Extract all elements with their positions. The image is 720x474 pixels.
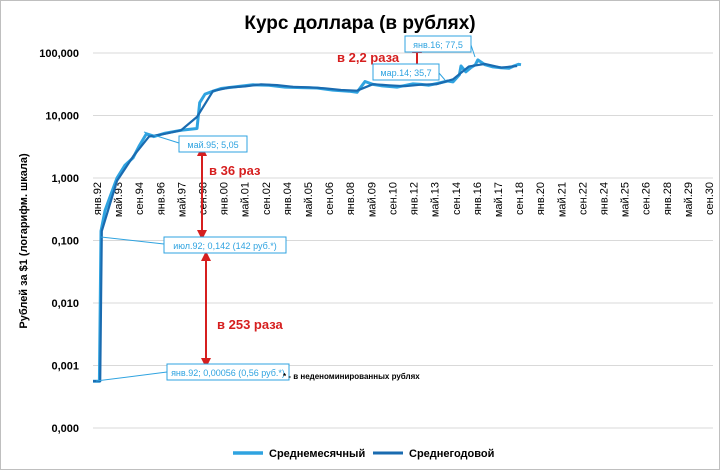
callout-jul92-text: июл.92; 0,142 (142 руб.*) bbox=[173, 241, 277, 251]
legend-label-monthly: Среднемесячный bbox=[269, 448, 365, 460]
x-tick-label: сен.02 bbox=[261, 182, 273, 215]
callout-may95: май.95; 5,05 bbox=[143, 131, 248, 153]
x-tick-label: янв.96 bbox=[155, 182, 167, 215]
y-tick-label: 0,000 bbox=[51, 423, 79, 435]
x-tick-label: май.17 bbox=[493, 182, 505, 217]
x-tick-label: май.09 bbox=[366, 182, 378, 217]
x-tick-label: сен.30 bbox=[704, 182, 716, 215]
x-tick-label: янв.00 bbox=[219, 182, 231, 215]
x-tick-label: янв.16 bbox=[472, 182, 484, 215]
x-axis-ticks: янв.92 май.93 сен.94 янв.96 май.97 сен.98 янв.… bbox=[92, 182, 716, 217]
callout-mar14-text: мар.14; 35,7 bbox=[380, 68, 431, 78]
x-tick-label: янв.24 bbox=[598, 182, 610, 215]
x-tick-label: май.93 bbox=[113, 182, 125, 217]
x-tick-label: сен.14 bbox=[451, 182, 463, 215]
y-tick-label: 100,000 bbox=[39, 48, 79, 60]
x-tick-label: май.97 bbox=[176, 182, 188, 217]
ratio-label-253: в 253 раза bbox=[217, 317, 284, 332]
y-tick-label: 0,010 bbox=[51, 298, 79, 310]
x-tick-label: май.05 bbox=[303, 182, 315, 217]
callout-jul92: июл.92; 0,142 (142 руб.*) bbox=[100, 236, 287, 254]
x-tick-label: сен.22 bbox=[577, 182, 589, 215]
x-tick-label: май.29 bbox=[683, 182, 695, 217]
x-tick-label: янв.92 bbox=[92, 182, 104, 215]
series-line-monthly bbox=[93, 58, 522, 383]
callout-jan92: янв.92; 0,00056 (0,56 руб.*) bbox=[95, 363, 290, 382]
callout-jan92-text: янв.92; 0,00056 (0,56 руб.*) bbox=[171, 368, 285, 378]
chart-title: Курс доллара (в рублях) bbox=[244, 13, 475, 34]
callout-jan16-text: янв.16; 77,5 bbox=[413, 40, 463, 50]
x-tick-label: сен.26 bbox=[641, 182, 653, 215]
legend: Среднемесячный Среднегодовой bbox=[233, 448, 494, 460]
callout-jan16: янв.16; 77,5 bbox=[404, 35, 476, 58]
x-tick-label: сен.18 bbox=[514, 182, 526, 215]
ratio-label-2-2: в 2,2 раза bbox=[337, 50, 400, 65]
x-tick-label: май.21 bbox=[556, 182, 568, 217]
x-tick-label: янв.12 bbox=[409, 182, 421, 215]
callout-may95-text: май.95; 5,05 bbox=[187, 140, 238, 150]
x-tick-label: май.01 bbox=[240, 182, 252, 217]
y-tick-label: 1,000 bbox=[51, 173, 79, 185]
x-tick-label: май.25 bbox=[620, 182, 632, 217]
y-tick-label: 0,100 bbox=[51, 236, 79, 248]
y-axis-ticks: 0,000 0,001 0,010 0,100 1,000 10,000 100,000 bbox=[39, 48, 79, 435]
ratio-label-36: в 36 раз bbox=[209, 163, 261, 178]
x-tick-label: янв.28 bbox=[662, 182, 674, 215]
legend-label-yearly: Среднегодовой bbox=[409, 448, 494, 460]
series-layer bbox=[93, 58, 522, 383]
y-tick-label: 10,000 bbox=[45, 111, 79, 123]
footnote: * - в неденоминированных рублях bbox=[283, 372, 420, 381]
x-tick-label: сен.98 bbox=[198, 182, 210, 215]
x-tick-label: янв.08 bbox=[345, 182, 357, 215]
y-axis-label: Рублей за $1 (логарифм. шкала) bbox=[18, 153, 30, 329]
x-tick-label: сен.10 bbox=[387, 182, 399, 215]
callout-mar14: мар.14; 35,7 bbox=[372, 63, 446, 81]
x-tick-label: янв.20 bbox=[535, 182, 547, 215]
y-tick-label: 0,001 bbox=[51, 361, 79, 373]
x-tick-label: май.13 bbox=[430, 182, 442, 217]
series-line-yearly bbox=[93, 62, 518, 383]
x-tick-label: сен.06 bbox=[324, 182, 336, 215]
x-tick-label: сен.94 bbox=[134, 182, 146, 215]
x-tick-label: янв.04 bbox=[282, 182, 294, 215]
